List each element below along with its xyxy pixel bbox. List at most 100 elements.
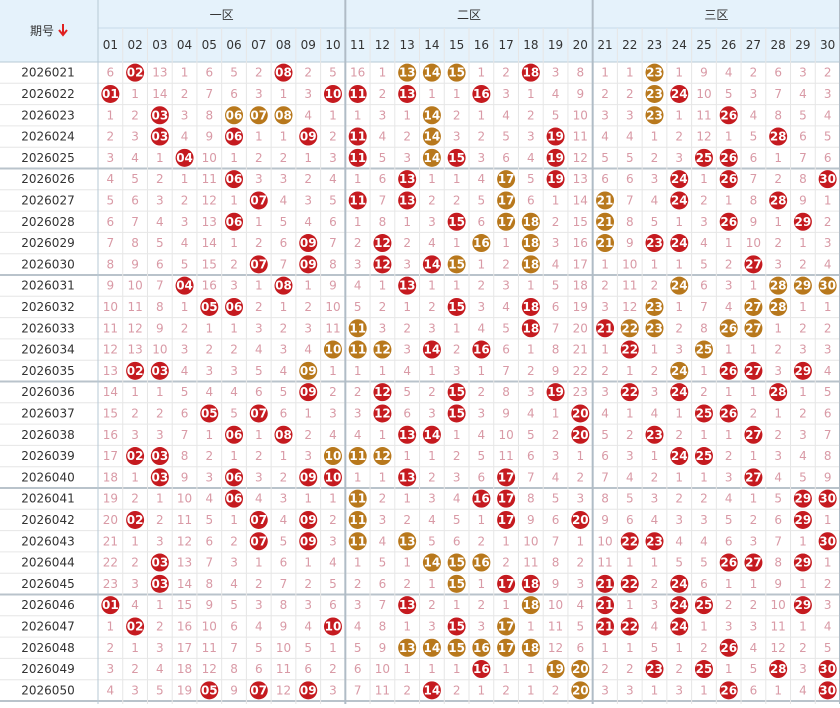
ball xyxy=(348,489,367,508)
ball xyxy=(373,234,392,253)
miss-count: 3 xyxy=(304,598,312,612)
miss-count: 2 xyxy=(601,662,609,676)
ball xyxy=(769,191,788,210)
miss-count: 3 xyxy=(304,193,312,207)
ball xyxy=(398,191,417,210)
miss-count: 1 xyxy=(453,321,461,335)
miss-count: 7 xyxy=(774,534,782,548)
miss-count: 2 xyxy=(329,662,337,676)
miss-count: 1 xyxy=(700,619,708,633)
ball-number: 17 xyxy=(498,215,515,229)
ball-number: 06 xyxy=(226,172,243,186)
ball-number: 22 xyxy=(621,343,638,357)
miss-count: 1 xyxy=(354,108,362,122)
miss-count: 1 xyxy=(725,577,733,591)
miss-count: 3 xyxy=(750,87,758,101)
miss-count: 1 xyxy=(403,215,411,229)
miss-count: 7 xyxy=(156,279,164,293)
miss-count: 4 xyxy=(280,364,288,378)
ball xyxy=(719,361,738,380)
miss-count: 5 xyxy=(255,641,263,655)
ball-number: 19 xyxy=(547,172,564,186)
miss-count: 6 xyxy=(527,449,535,463)
miss-count: 5 xyxy=(280,215,288,229)
ball-number: 25 xyxy=(696,406,713,420)
ball xyxy=(818,660,837,679)
ball-number: 02 xyxy=(127,619,144,633)
miss-count: 7 xyxy=(329,236,337,250)
miss-count: 8 xyxy=(576,66,584,80)
miss-count: 1 xyxy=(255,215,263,229)
ball xyxy=(744,468,763,487)
miss-count: 1 xyxy=(453,172,461,186)
ball xyxy=(348,319,367,338)
ball-number: 23 xyxy=(646,534,663,548)
miss-count: 2 xyxy=(478,279,486,293)
miss-count: 2 xyxy=(725,598,733,612)
miss-count: 5 xyxy=(131,172,139,186)
miss-count: 5 xyxy=(700,257,708,271)
ball-number: 07 xyxy=(250,406,267,420)
miss-count: 6 xyxy=(255,662,263,676)
issue: 2026046 xyxy=(21,598,74,612)
ball-number: 27 xyxy=(745,470,762,484)
miss-count: 5 xyxy=(750,130,758,144)
ball-number: 28 xyxy=(770,193,787,207)
miss-count: 4 xyxy=(651,619,659,633)
miss-count: 10 xyxy=(276,641,291,655)
ball-number: 17 xyxy=(498,641,515,655)
miss-count: 9 xyxy=(329,279,337,293)
miss-count: 2 xyxy=(453,108,461,122)
miss-count: 11 xyxy=(498,449,513,463)
issue: 2026047 xyxy=(21,619,74,633)
miss-count: 1 xyxy=(626,364,634,378)
ball-number: 13 xyxy=(399,279,416,293)
ball xyxy=(620,383,639,402)
miss-count: 1 xyxy=(255,130,263,144)
miss-count: 5 xyxy=(230,66,238,80)
miss-count: 2 xyxy=(280,321,288,335)
ball-number: 26 xyxy=(720,406,737,420)
sort-arrow[interactable] xyxy=(58,24,68,37)
miss-count: 4 xyxy=(428,236,436,250)
ball-number: 30 xyxy=(819,662,836,676)
miss-count: 8 xyxy=(379,619,387,633)
miss-count: 2 xyxy=(428,470,436,484)
ball xyxy=(447,212,466,231)
ball xyxy=(521,212,540,231)
ball xyxy=(596,212,615,231)
ball xyxy=(571,425,590,444)
ball xyxy=(225,106,244,125)
ball-number: 26 xyxy=(720,641,737,655)
zone-label: 一区 xyxy=(210,8,234,22)
ball xyxy=(373,404,392,423)
number-header: 27 xyxy=(746,38,761,52)
miss-count: 2 xyxy=(156,619,164,633)
miss-count: 7 xyxy=(379,598,387,612)
miss-count: 1 xyxy=(576,449,584,463)
miss-count: 3 xyxy=(626,683,634,697)
miss-count: 9 xyxy=(552,364,560,378)
miss-count: 3 xyxy=(453,470,461,484)
ball xyxy=(793,361,812,380)
miss-count: 2 xyxy=(478,385,486,399)
ball xyxy=(447,148,466,167)
miss-count: 6 xyxy=(502,151,510,165)
miss-count: 4 xyxy=(379,130,387,144)
miss-count: 3 xyxy=(478,406,486,420)
miss-count: 2 xyxy=(824,577,832,591)
miss-count: 4 xyxy=(675,534,683,548)
issue: 2026026 xyxy=(21,172,74,186)
ball-number: 18 xyxy=(522,321,539,335)
miss-count: 22 xyxy=(573,364,588,378)
miss-count: 5 xyxy=(205,513,213,527)
miss-count: 8 xyxy=(181,449,189,463)
miss-count: 4 xyxy=(230,577,238,591)
miss-count: 7 xyxy=(774,87,782,101)
miss-count: 5 xyxy=(725,513,733,527)
miss-count: 3 xyxy=(799,66,807,80)
miss-count: 3 xyxy=(230,556,238,570)
miss-count: 1 xyxy=(230,449,238,463)
miss-count: 4 xyxy=(601,130,609,144)
miss-count: 2 xyxy=(552,428,560,442)
